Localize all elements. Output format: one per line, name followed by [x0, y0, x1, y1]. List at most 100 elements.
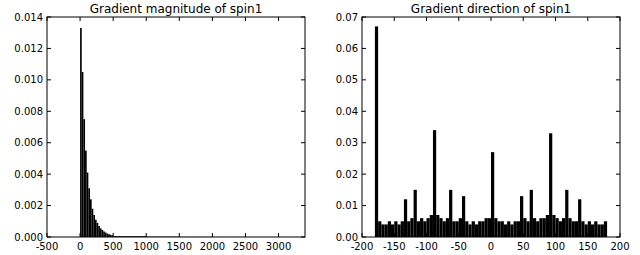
bar — [494, 218, 497, 237]
bar — [552, 215, 555, 237]
y-tick-label: 0.04 — [336, 106, 358, 117]
bar — [456, 221, 459, 237]
y-tick-label: 0.012 — [14, 43, 43, 54]
bar — [394, 221, 397, 237]
x-tick-top — [80, 17, 81, 21]
bar — [404, 199, 407, 237]
y-tick-right — [616, 111, 620, 112]
y-tick — [362, 237, 366, 238]
y-tick-label: 0.014 — [14, 12, 43, 23]
bar — [523, 218, 526, 237]
bar — [507, 221, 510, 237]
y-tick-label: 0.008 — [14, 106, 43, 117]
x-tick-top — [394, 17, 395, 21]
bar — [95, 220, 97, 237]
x-tick-label: 1500 — [167, 241, 192, 252]
x-tick-top — [245, 17, 246, 21]
y-tick — [47, 205, 51, 206]
x-tick-label: 2500 — [233, 241, 258, 252]
y-tick-right — [301, 111, 305, 112]
bar — [475, 224, 478, 237]
axes-frame — [47, 17, 305, 237]
bar — [88, 188, 90, 237]
y-tick — [47, 142, 51, 143]
y-tick — [47, 237, 51, 238]
y-tick-label: 0.03 — [336, 137, 358, 148]
bars — [80, 28, 298, 237]
y-tick — [47, 174, 51, 175]
bar — [497, 221, 500, 237]
bar — [375, 26, 378, 237]
bar — [102, 230, 104, 237]
x-tick-label: -100 — [415, 241, 438, 252]
bar — [488, 218, 491, 237]
bar — [478, 221, 481, 237]
x-tick — [587, 233, 588, 237]
bar — [578, 199, 581, 237]
bar — [417, 221, 420, 237]
y-tick-right — [616, 142, 620, 143]
bar — [85, 151, 87, 237]
y-tick — [362, 111, 366, 112]
bar — [588, 221, 591, 237]
bar — [378, 221, 381, 237]
y-tick-label: 0.004 — [14, 169, 43, 180]
bar — [572, 221, 575, 237]
y-tick — [47, 79, 51, 80]
bar — [98, 226, 100, 237]
bar — [543, 218, 546, 237]
bar — [601, 224, 604, 237]
bar — [533, 218, 536, 237]
y-tick-label: 0.06 — [336, 43, 358, 54]
x-tick-label: 0 — [488, 241, 494, 252]
x-tick — [212, 233, 213, 237]
bar — [80, 28, 82, 237]
bar — [452, 221, 455, 237]
y-tick — [47, 48, 51, 49]
y-tick-label: 0.01 — [336, 200, 358, 211]
x-tick-top — [179, 17, 180, 21]
x-tick — [80, 233, 81, 237]
x-tick — [491, 233, 492, 237]
y-tick-right — [301, 142, 305, 143]
bar — [446, 218, 449, 237]
y-tick-right — [616, 48, 620, 49]
x-tick-label: -500 — [36, 241, 59, 252]
x-tick — [620, 233, 621, 237]
x-tick-label: 3000 — [266, 241, 291, 252]
y-tick-right — [616, 174, 620, 175]
bar — [93, 215, 95, 237]
x-tick-top — [113, 17, 114, 21]
x-tick — [179, 233, 180, 237]
bar — [510, 224, 513, 237]
bar — [459, 218, 462, 237]
chart-title: Gradient magnitude of spin1 — [90, 2, 263, 16]
bar — [539, 218, 542, 237]
bar — [420, 218, 423, 237]
x-tick — [146, 233, 147, 237]
bar — [501, 221, 504, 237]
x-tick-label: 500 — [104, 241, 123, 252]
y-tick-right — [616, 17, 620, 18]
bar — [565, 190, 568, 237]
bar — [597, 224, 600, 237]
y-tick-right — [301, 237, 305, 238]
bar — [468, 224, 471, 237]
x-tick-label: -200 — [351, 241, 374, 252]
x-tick-label: 50 — [517, 241, 530, 252]
bar — [100, 228, 102, 237]
figure: -5000500100015002000250030000.0000.0020.… — [0, 0, 640, 255]
chart: -5000500100015002000250030000.0000.0020.… — [14, 2, 305, 252]
x-tick — [47, 233, 48, 237]
bar — [391, 224, 394, 237]
bar — [449, 190, 452, 237]
bar — [517, 221, 520, 237]
bar — [526, 221, 529, 237]
bar — [546, 215, 549, 237]
bar — [491, 152, 494, 237]
bar — [388, 221, 391, 237]
bar — [423, 221, 426, 237]
y-tick-right — [616, 79, 620, 80]
x-tick — [113, 233, 114, 237]
x-tick-top — [47, 17, 48, 21]
